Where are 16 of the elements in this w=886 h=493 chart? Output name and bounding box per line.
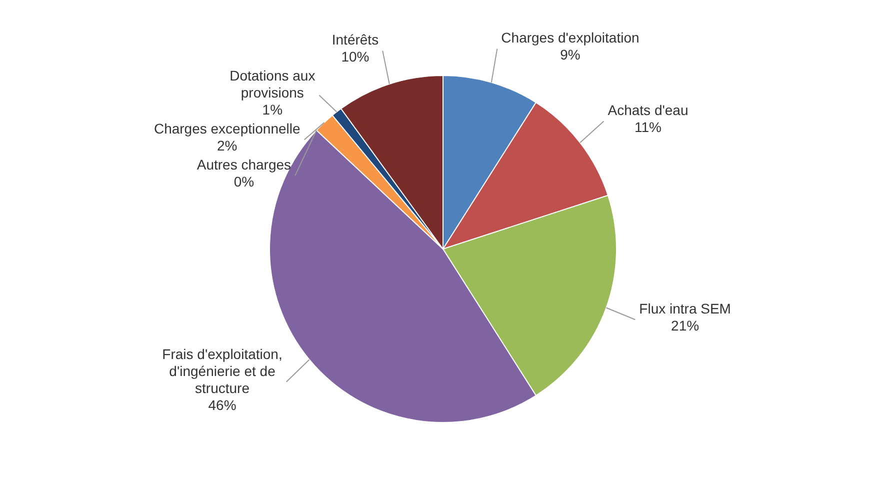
data-label: 21%: [671, 317, 700, 334]
slice-label: Dotations aux provisions: [230, 68, 316, 101]
data-label: 10%: [341, 48, 370, 65]
slice-label: Flux intra SEM: [639, 300, 731, 316]
category-label: Autres charges: [196, 156, 292, 173]
data-label: 46%: [208, 396, 236, 413]
slice-label: Frais d'exploitation, d'ingénierie et de structure: [162, 346, 282, 396]
slice-label: Intérêts: [332, 32, 379, 48]
data-label: 1%: [262, 102, 283, 118]
slice-label: Charges exceptionnelle: [154, 120, 300, 137]
slice-label: Charges d'exploitation: [501, 30, 640, 46]
data-label: 11%: [634, 119, 662, 136]
data-label: 9%: [560, 46, 580, 63]
text: 0%: [234, 174, 254, 190]
data-label: 2%: [216, 138, 238, 154]
slice-label: Achats d'eau: [608, 102, 688, 118]
